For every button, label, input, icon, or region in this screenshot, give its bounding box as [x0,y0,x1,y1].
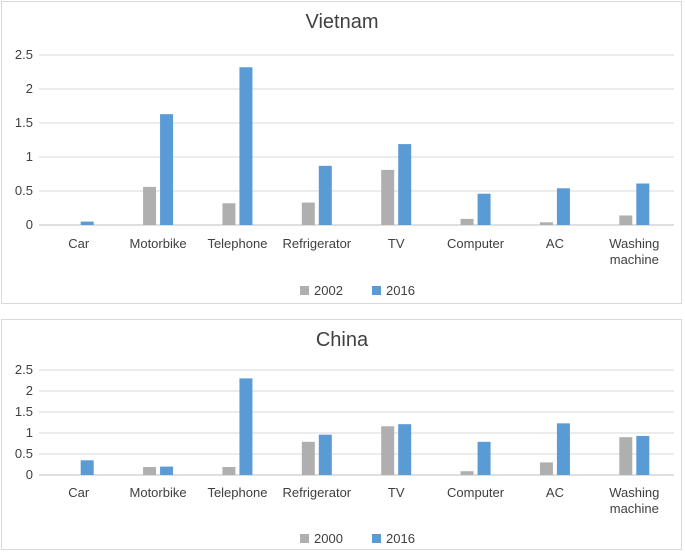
bar-2000-ac [539,462,553,475]
category-label: AC [546,236,564,251]
chart-title: China [316,329,369,351]
legend-swatch [300,286,309,295]
bar-2016-refrigerator [318,434,332,475]
category-label: AC [546,485,564,500]
bar-2016-refrigerator [318,165,332,225]
bar-2016-ac [556,188,570,225]
china-chart: China 0 0.5 1 1.5 2 2.5 Car Motorbike Telephone R… [1,319,682,550]
bar-2016-tv [398,144,412,225]
category-label: Refrigerator [282,485,351,500]
legend-swatch [372,286,381,295]
legend-swatch [300,534,309,543]
category-label: Washing [609,485,659,500]
category-label: Telephone [207,236,267,251]
bar-2000-washing-machine [619,437,633,475]
bar-2016-car [80,460,94,475]
y-tick-label: 1.5 [15,404,33,419]
y-tick-label: 0 [26,467,33,482]
category-label: Computer [447,485,505,500]
category-label: TV [388,485,405,500]
legend-swatch [372,534,381,543]
bar-2016-ac [556,423,570,475]
y-tick-label: 2.5 [15,47,33,62]
bar-2002-motorbike [143,186,157,225]
bar-2000-motorbike [143,467,157,475]
bar-2016-washing-machine [636,183,650,225]
bar-2016-car [80,221,94,225]
y-tick-label: 2.5 [15,362,33,377]
bar-2002-telephone [222,203,236,225]
bar-2000-telephone [222,467,236,475]
y-tick-label: 1.5 [15,115,33,130]
legend-label: 2016 [386,283,415,298]
y-tick-label: 0.5 [15,183,33,198]
category-label: Computer [447,236,505,251]
bar-2016-computer [477,193,491,225]
y-tick-label: 1 [26,425,33,440]
bar-2002-computer [460,218,474,225]
bar-2002-ac [539,222,553,225]
bar-2000-tv [381,426,395,475]
vietnam-chart-svg: Vietnam 0 0.5 1 1.5 2 2.5 Car Motorbike Telephon… [15,11,674,298]
category-label: machine [610,252,659,267]
bar-2002-washing-machine [619,215,633,225]
y-tick-label: 0.5 [15,446,33,461]
bar-2000-refrigerator [301,441,315,475]
y-tick-label: 1 [26,149,33,164]
bar-2002-tv [381,169,395,225]
y-tick-label: 2 [26,383,33,398]
chart-title: Vietnam [305,11,378,33]
bar-2016-tv [398,424,412,475]
china-chart-svg: China 0 0.5 1 1.5 2 2.5 Car Motorbike Telephone R… [15,329,674,546]
category-label: TV [388,236,405,251]
category-label: Car [68,485,90,500]
bar-2016-washing-machine [636,435,650,475]
legend-label: 2016 [386,531,415,546]
category-label: Telephone [207,485,267,500]
bar-2016-motorbike [160,114,174,225]
vietnam-chart: Vietnam 0 0.5 1 1.5 2 2.5 Car Motorbike Telephon… [1,1,682,304]
y-tick-label: 0 [26,217,33,232]
bar-2016-telephone [239,67,253,226]
category-label: Motorbike [130,236,187,251]
bar-2016-telephone [239,378,253,475]
bar-2000-computer [460,471,474,475]
bar-2016-motorbike [160,466,174,475]
category-label: Washing [609,236,659,251]
y-tick-label: 2 [26,81,33,96]
bar-2002-refrigerator [301,202,315,225]
legend-label: 2002 [314,283,343,298]
category-label: Motorbike [130,485,187,500]
bar-2016-computer [477,441,491,475]
category-label: Car [68,236,90,251]
category-label: Refrigerator [282,236,351,251]
category-label: machine [610,501,659,516]
legend-label: 2000 [314,531,343,546]
